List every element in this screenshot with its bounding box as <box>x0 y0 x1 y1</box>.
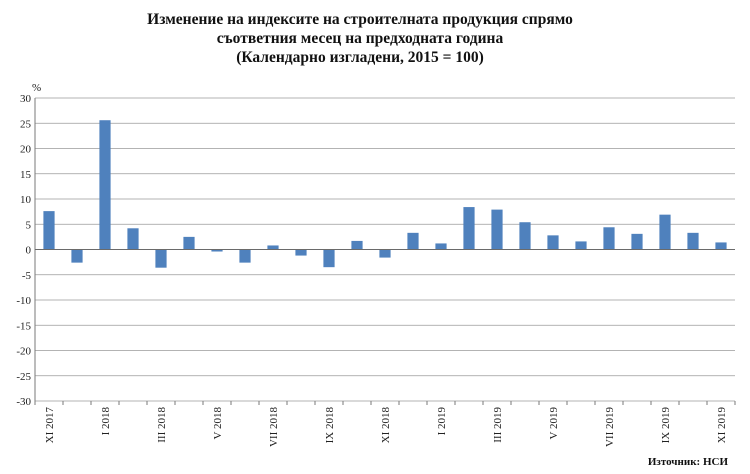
x-tick-label: XI 2018 <box>380 407 392 444</box>
y-tick-labels: 30 25 20 15 10 5 0 -5 -10 -15 -20 -25 -30 <box>16 93 31 408</box>
bar <box>407 232 419 250</box>
bar <box>267 245 279 250</box>
bar <box>631 233 643 250</box>
bar <box>323 249 335 268</box>
bar <box>519 222 531 250</box>
bar <box>379 249 391 258</box>
bar <box>127 228 139 250</box>
bar <box>547 235 559 250</box>
x-tick-label: III 2018 <box>156 407 168 443</box>
bar <box>491 209 503 250</box>
title-line-1: Изменение на индексите на строителната п… <box>147 11 573 28</box>
bars <box>43 120 727 268</box>
bar <box>659 214 671 250</box>
bar <box>351 240 363 250</box>
bar <box>239 249 251 263</box>
source-note: Източник: НСИ <box>647 456 728 468</box>
y-tick-label: 15 <box>20 169 32 181</box>
x-tick-label: III 2019 <box>492 407 504 443</box>
bar <box>99 120 111 250</box>
bar <box>603 227 615 250</box>
x-tick-label: XI 2017 <box>44 407 56 444</box>
y-tick-label: 25 <box>20 118 32 130</box>
x-tick-label: VII 2018 <box>268 407 280 448</box>
x-tick-label: IX 2019 <box>660 407 672 444</box>
x-tick-label: I 2018 <box>100 407 112 436</box>
bar <box>43 211 55 250</box>
bar <box>435 243 447 250</box>
y-tick-label: -15 <box>16 320 31 332</box>
chart-title: Изменение на индексите на строителната п… <box>100 10 620 67</box>
title-line-2: съответния месец на предходната година <box>216 30 504 47</box>
x-tick-label: IX 2018 <box>324 407 336 444</box>
bar <box>155 249 167 268</box>
bar <box>295 249 307 256</box>
y-tick-label: 10 <box>20 194 32 206</box>
x-tick-label: V 2019 <box>548 407 560 440</box>
x-tick-label: VII 2019 <box>604 407 616 448</box>
bar <box>687 232 699 250</box>
x-tick-labels: XI 2017 I 2018 III 2018 V 2018 VII 2018 IX 20… <box>44 407 728 448</box>
bar <box>575 241 587 250</box>
y-tick-label: 5 <box>26 219 32 231</box>
bar <box>463 207 475 250</box>
axes <box>34 98 736 405</box>
x-tick-label: V 2018 <box>212 407 224 440</box>
y-tick-label: -20 <box>16 346 31 358</box>
x-tick-label: I 2019 <box>436 407 448 436</box>
y-tick-label: 30 <box>20 93 32 105</box>
y-axis-unit: % <box>32 82 41 94</box>
y-tick-label: -30 <box>16 396 31 408</box>
y-tick-label: -5 <box>22 270 32 282</box>
y-tick-label: 20 <box>20 144 32 156</box>
bar <box>715 242 727 250</box>
y-tick-label: -10 <box>16 295 31 307</box>
bar <box>71 249 83 263</box>
y-tick-label: -25 <box>16 371 31 383</box>
bar <box>183 236 195 250</box>
y-tick-label: 0 <box>26 245 32 257</box>
title-line-3: (Календарно изгладени, 2015 = 100) <box>236 49 484 66</box>
bar <box>211 249 223 252</box>
x-tick-label: XI 2019 <box>716 407 728 444</box>
